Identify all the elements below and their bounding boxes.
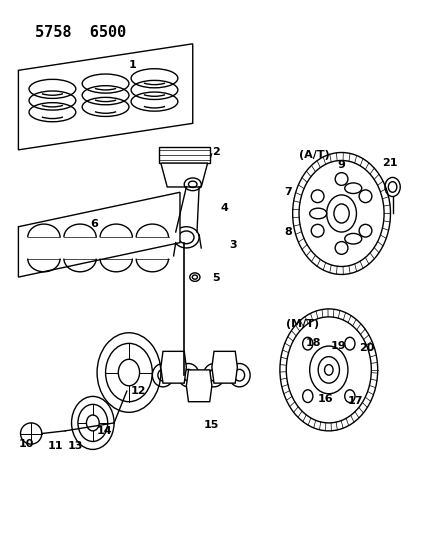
Text: 18: 18	[306, 338, 321, 348]
Polygon shape	[186, 370, 212, 402]
Text: (M/T): (M/T)	[286, 319, 319, 329]
Polygon shape	[159, 147, 210, 163]
Text: 2: 2	[212, 147, 220, 157]
Text: 16: 16	[318, 394, 334, 403]
Text: 17: 17	[348, 397, 363, 406]
Text: 5: 5	[212, 273, 220, 284]
Text: 6: 6	[91, 219, 98, 229]
Polygon shape	[161, 163, 208, 187]
Polygon shape	[212, 351, 238, 383]
Text: 10: 10	[18, 439, 34, 449]
Text: 11: 11	[48, 441, 64, 451]
Text: 7: 7	[284, 187, 292, 197]
Text: 13: 13	[67, 441, 83, 451]
Text: (A/T): (A/T)	[299, 150, 330, 160]
Polygon shape	[18, 192, 180, 277]
Polygon shape	[161, 351, 186, 383]
Polygon shape	[18, 44, 193, 150]
Text: 19: 19	[331, 341, 347, 351]
Text: 1: 1	[129, 60, 137, 70]
Text: 15: 15	[203, 420, 219, 430]
Text: 21: 21	[382, 158, 398, 168]
Text: 5758  6500: 5758 6500	[36, 25, 127, 41]
Text: 9: 9	[337, 160, 345, 171]
Text: 3: 3	[229, 240, 237, 250]
Text: 12: 12	[131, 386, 146, 396]
Text: 8: 8	[284, 227, 292, 237]
Text: 20: 20	[360, 343, 375, 353]
Text: 14: 14	[97, 425, 113, 435]
Text: 4: 4	[220, 203, 228, 213]
